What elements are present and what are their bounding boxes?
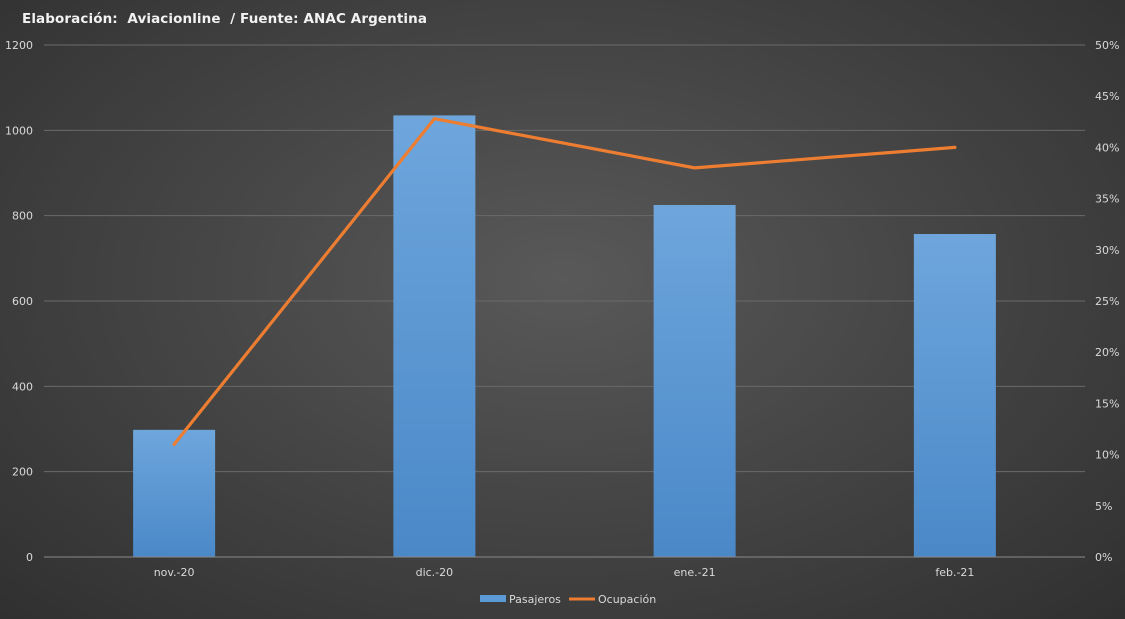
y-right-tick-label: 10% [1095,449,1119,462]
x-tick-label: nov.-20 [154,566,195,579]
y-right-tick-label: 20% [1095,346,1119,359]
y-right-tick-label: 0% [1095,551,1112,564]
y-right-tick-label: 35% [1095,193,1119,206]
point-ocupacion [693,166,697,170]
point-ocupacion [172,442,176,446]
chart-title: Elaboración: Aviacionline / Fuente: ANAC… [22,11,428,27]
x-tick-label: ene.-21 [674,566,716,579]
x-tick-label: feb.-21 [935,566,974,579]
line-ocupacion [172,117,957,446]
y-right-tick-label: 25% [1095,295,1119,308]
x-tick-label: dic.-20 [416,566,454,579]
y-left-tick-label: 800 [12,210,33,223]
bar-pasajeros [913,234,996,557]
y-right-tick-label: 50% [1095,39,1119,52]
bar-pasajeros [653,205,736,557]
y-left-tick-label: 400 [12,380,33,393]
y-left-tick-label: 1200 [5,39,33,52]
bar-pasajeros [393,115,476,558]
y-left-tick-label: 600 [12,295,33,308]
point-ocupacion [953,145,957,149]
legend-swatch-pasajeros [480,595,506,602]
legend-label-pasajeros: Pasajeros [509,593,561,606]
y-left-tick-label: 0 [26,551,33,564]
y-right-tick-label: 40% [1095,141,1119,154]
point-ocupacion [432,117,436,121]
y-right-tick-label: 30% [1095,244,1119,257]
legend-label-ocupacion: Ocupación [598,593,656,606]
y-right-tick-label: 45% [1095,90,1119,103]
y-left-tick-label: 1000 [5,124,33,137]
y-right-tick-label: 15% [1095,397,1119,410]
y-right-tick-label: 5% [1095,500,1112,513]
bar-pasajeros [133,429,216,557]
y-left-tick-label: 200 [12,466,33,479]
